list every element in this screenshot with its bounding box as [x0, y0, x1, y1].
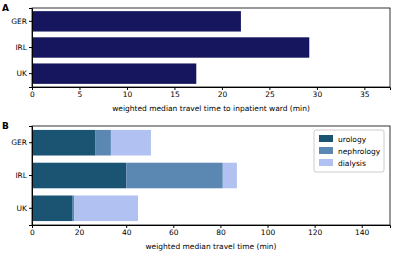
y-axis: GER IRL UK [11, 9, 32, 88]
panel: B 0 20 40 60 80 100 120 140 GER IRL UK weighted medi… [2, 121, 391, 251]
y-tick-mark [29, 142, 32, 143]
plot-frame [32, 126, 390, 225]
y-tick: UK [17, 69, 32, 78]
bar-segment [32, 195, 72, 221]
bar-segment [111, 130, 151, 156]
x-tick: 35 [360, 87, 370, 99]
x-tick: 15 [170, 87, 180, 99]
legend-item: nephrology [319, 147, 381, 156]
x-axis: 0 5 10 15 20 25 30 35 [30, 87, 390, 99]
y-axis-line [29, 9, 33, 88]
legend-item: urology [319, 135, 367, 144]
panel-title: A [2, 3, 9, 13]
x-tick-label: 40 [122, 228, 132, 237]
y-tick-label: GER [11, 138, 27, 147]
x-tick-label: 80 [216, 228, 226, 237]
x-tick: 25 [265, 87, 275, 99]
y-tick-label: IRL [15, 43, 27, 52]
plot-frame [32, 8, 390, 87]
x-tick: 80 [216, 225, 226, 237]
bar [32, 37, 309, 57]
x-axis-line [33, 226, 391, 229]
y-tick: GER [11, 138, 32, 147]
x-axis-line [33, 88, 391, 91]
x-axis-title: weighted median travel time (min) [145, 242, 276, 251]
x-axis: 0 20 40 60 80 100 120 140 [30, 225, 390, 237]
legend-label: dialysis [338, 159, 366, 168]
y-axis: GER IRL UK [11, 127, 32, 226]
legend-box [314, 130, 384, 172]
x-tick-label: 20 [218, 90, 228, 99]
x-tick-label: 35 [360, 90, 370, 99]
y-tick-mark [29, 73, 32, 74]
x-tick-label: 30 [313, 90, 323, 99]
x-tick: 0 [30, 87, 35, 99]
x-tick: 40 [122, 225, 132, 237]
bar [32, 11, 241, 31]
y-tick-label: IRL [15, 171, 27, 180]
y-tick: UK [17, 204, 32, 213]
bar-segment [74, 195, 138, 221]
bar-segment [72, 195, 74, 221]
y-axis-line [29, 127, 33, 226]
x-tick-label: 140 [355, 228, 370, 237]
x-axis-title: weighted median travel time to inpatient… [112, 104, 310, 113]
bars [32, 11, 309, 84]
x-tick: 5 [78, 87, 83, 99]
y-tick: GER [11, 17, 32, 26]
x-tick-label: 25 [265, 90, 275, 99]
x-tick-label: 15 [170, 90, 180, 99]
x-tick-label: 20 [75, 228, 85, 237]
panel-title: B [2, 121, 9, 131]
x-tick-label: 100 [261, 228, 276, 237]
x-tick-label: 0 [30, 228, 35, 237]
x-tick: 10 [123, 87, 133, 99]
legend-label: urology [338, 135, 367, 144]
x-tick: 100 [261, 225, 276, 237]
legend: urology nephrology dialysis [314, 130, 384, 172]
y-tick-mark [29, 175, 32, 176]
y-tick-mark [29, 47, 32, 48]
x-tick: 60 [169, 225, 179, 237]
legend-swatch [319, 147, 333, 154]
x-tick: 20 [75, 225, 85, 237]
x-tick: 30 [313, 87, 323, 99]
legend-swatch [319, 135, 333, 142]
x-tick-label: 60 [169, 228, 179, 237]
x-tick-label: 0 [30, 90, 35, 99]
y-tick-mark [29, 208, 32, 209]
figure: A 0 5 10 15 20 25 30 35 GER IRL UK weighted median t… [0, 0, 400, 253]
bar-segment [223, 163, 237, 189]
x-tick: 0 [30, 225, 35, 237]
y-tick: IRL [15, 43, 32, 52]
x-tick: 120 [308, 225, 323, 237]
bar [32, 63, 196, 83]
legend-swatch [319, 159, 333, 166]
bar-segment [32, 130, 96, 156]
bar-segment [96, 130, 111, 156]
bar-segment [32, 163, 126, 189]
x-tick-label: 5 [78, 90, 83, 99]
x-tick: 140 [355, 225, 370, 237]
legend-label: nephrology [338, 147, 381, 156]
x-tick: 20 [218, 87, 228, 99]
bar-segment [126, 163, 223, 189]
y-tick-label: GER [11, 17, 27, 26]
panel: A 0 5 10 15 20 25 30 35 GER IRL UK weighted median t… [2, 3, 391, 113]
x-tick-label: 120 [308, 228, 323, 237]
y-tick-mark [29, 21, 32, 22]
bars [32, 130, 237, 221]
y-tick-label: UK [17, 69, 28, 78]
y-tick-label: UK [17, 204, 28, 213]
x-tick-label: 10 [123, 90, 133, 99]
y-tick: IRL [15, 171, 32, 180]
legend-item: dialysis [319, 159, 366, 168]
